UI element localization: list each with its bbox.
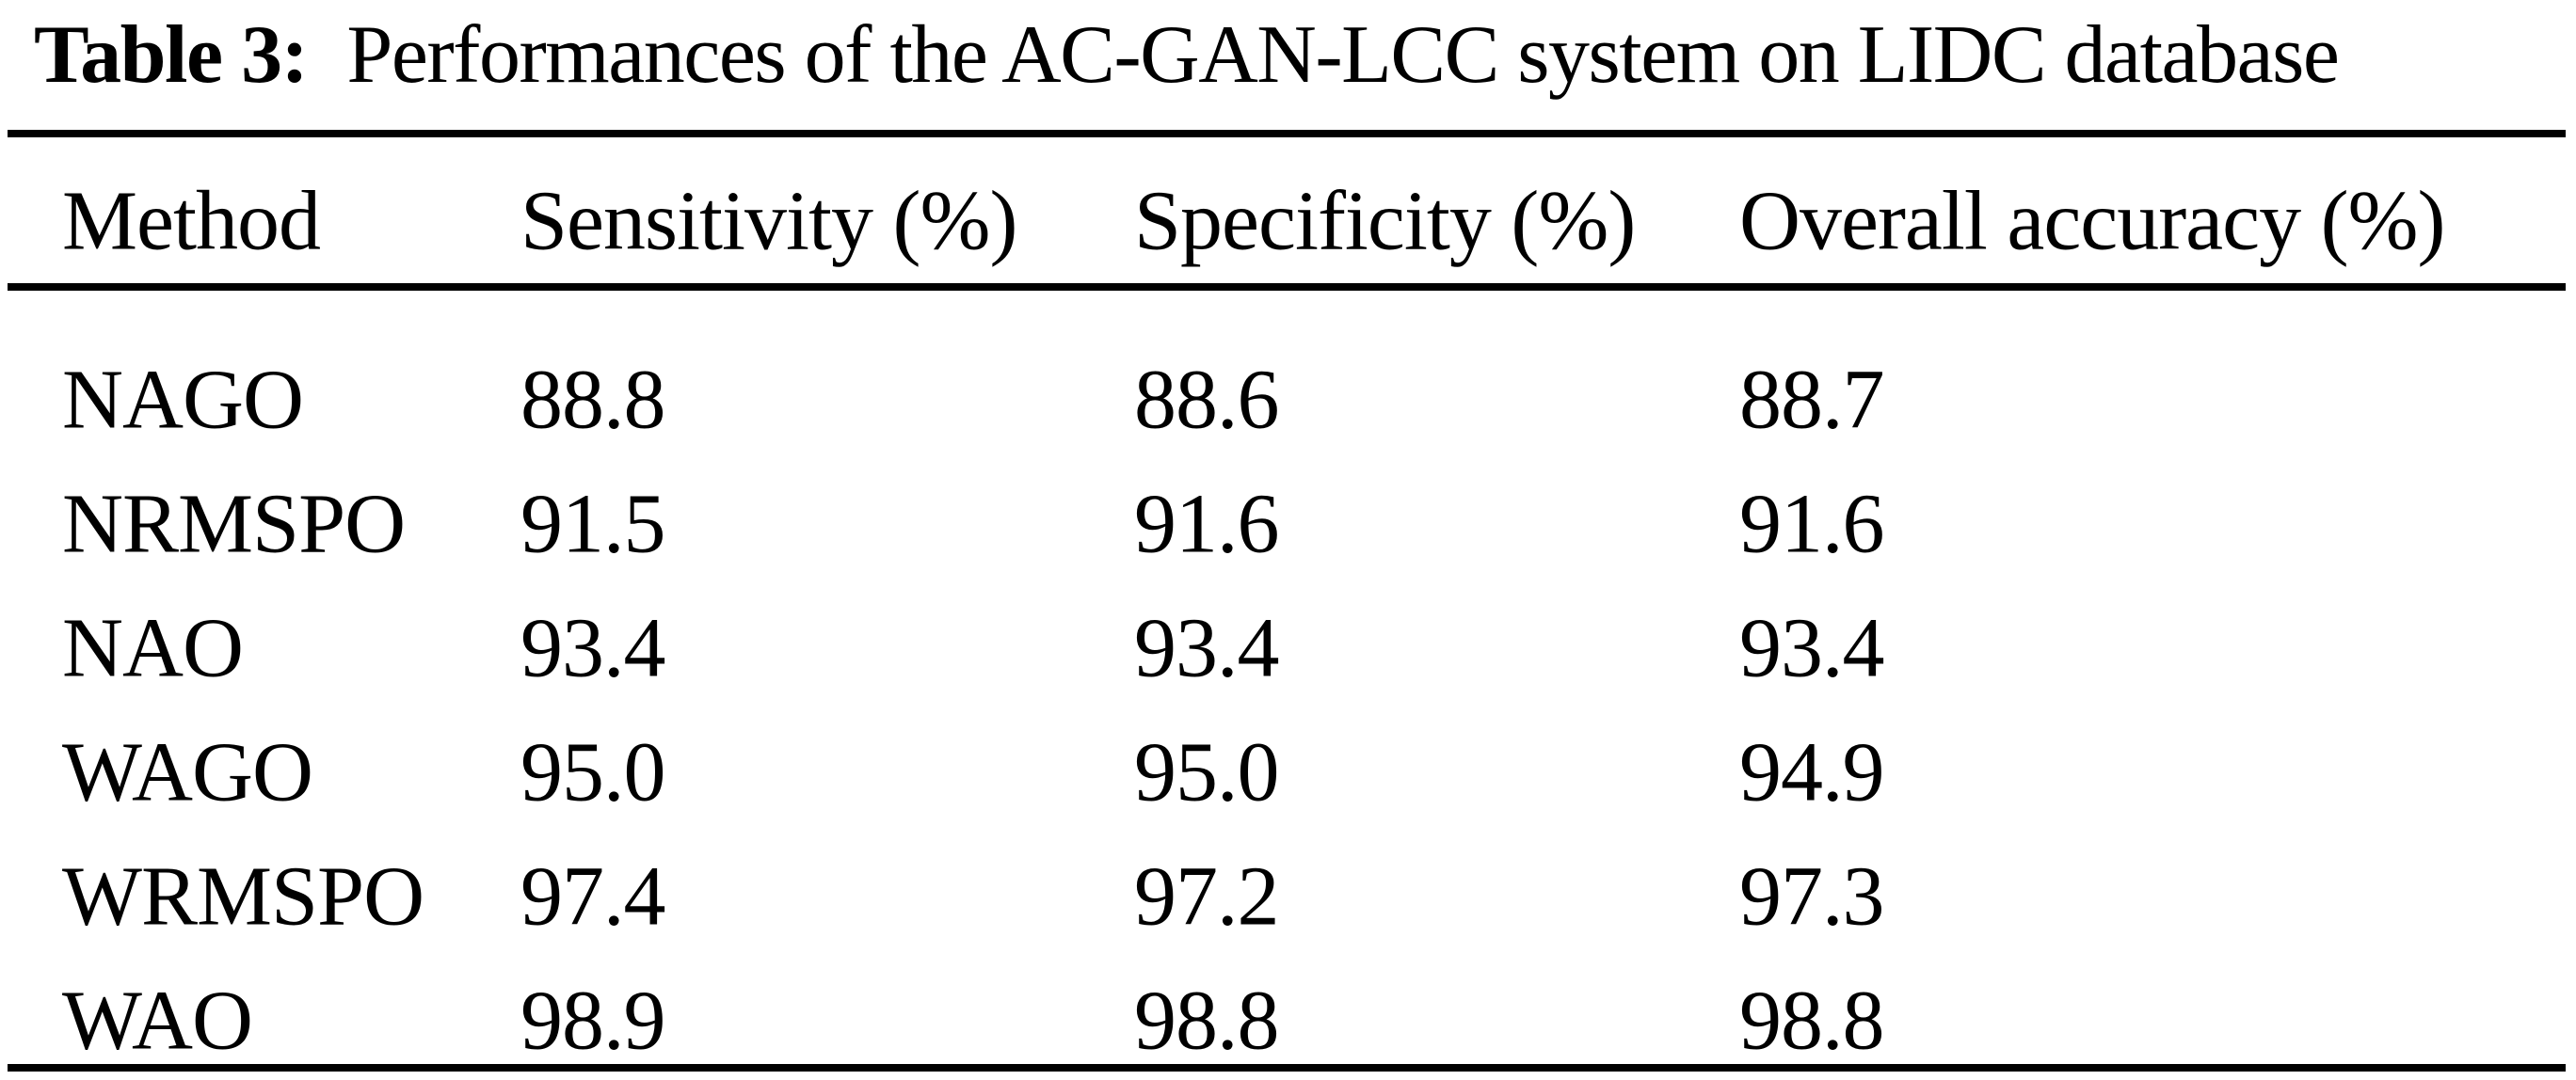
cell-overall-accuracy: 91.6 <box>1739 477 1884 571</box>
table-row: WAGO 95.0 95.0 94.9 <box>0 710 2576 834</box>
cell-specificity: 95.0 <box>1134 725 1279 819</box>
table-mid-rule <box>8 283 2566 291</box>
cell-method: NRMSPO <box>62 477 406 571</box>
table-caption-label: Table 3: <box>34 8 309 101</box>
table-row: NRMSPO 91.5 91.6 91.6 <box>0 462 2576 586</box>
cell-specificity: 91.6 <box>1134 477 1279 571</box>
cell-method: NAGO <box>62 353 304 447</box>
table-row: NAGO 88.8 88.6 88.7 <box>0 338 2576 462</box>
cell-method: NAO <box>62 601 244 695</box>
cell-overall-accuracy: 93.4 <box>1739 601 1884 695</box>
table-top-rule <box>8 130 2566 137</box>
cell-sensitivity: 88.8 <box>520 353 665 447</box>
table-caption-text: Performances of the AC-GAN-LCC system on… <box>346 8 2340 101</box>
cell-method: WRMSPO <box>62 850 424 944</box>
cell-specificity: 93.4 <box>1134 601 1279 695</box>
table-header-row: Method Sensitivity (%) Specificity (%) O… <box>0 152 2576 290</box>
cell-sensitivity: 98.9 <box>520 974 665 1068</box>
column-header-method: Method <box>62 174 321 268</box>
cell-sensitivity: 93.4 <box>520 601 665 695</box>
cell-overall-accuracy: 97.3 <box>1739 850 1884 944</box>
cell-specificity: 98.8 <box>1134 974 1279 1068</box>
cell-method: WAO <box>62 974 253 1068</box>
table-bottom-rule <box>8 1064 2566 1072</box>
cell-method: WAGO <box>62 725 313 819</box>
cell-overall-accuracy: 94.9 <box>1739 725 1884 819</box>
table-row: WAO 98.9 98.8 98.8 <box>0 959 2576 1080</box>
column-header-specificity: Specificity (%) <box>1134 174 1636 268</box>
column-header-sensitivity: Sensitivity (%) <box>520 174 1017 268</box>
cell-specificity: 97.2 <box>1134 850 1279 944</box>
table-row: NAO 93.4 93.4 93.4 <box>0 586 2576 710</box>
table-caption: Table 3: Performances of the AC-GAN-LCC … <box>34 0 2340 109</box>
cell-sensitivity: 91.5 <box>520 477 665 571</box>
cell-overall-accuracy: 88.7 <box>1739 353 1884 447</box>
cell-specificity: 88.6 <box>1134 353 1279 447</box>
cell-overall-accuracy: 98.8 <box>1739 974 1884 1068</box>
cell-sensitivity: 97.4 <box>520 850 665 944</box>
table-body: NAGO 88.8 88.6 88.7 NRMSPO 91.5 91.6 91.… <box>0 338 2576 1080</box>
cell-sensitivity: 95.0 <box>520 725 665 819</box>
table-row: WRMSPO 97.4 97.2 97.3 <box>0 834 2576 959</box>
column-header-overall-accuracy: Overall accuracy (%) <box>1739 174 2445 268</box>
